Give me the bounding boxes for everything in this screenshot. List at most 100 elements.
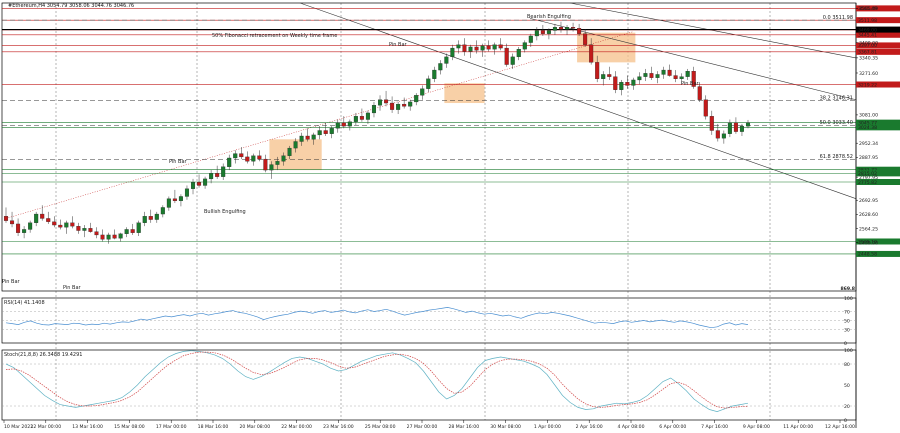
y-tick-label: 3081.00 (859, 113, 878, 119)
candle-body (474, 46, 479, 51)
candle-body (269, 164, 274, 171)
candle-body (601, 74, 606, 79)
candle-body (402, 103, 407, 107)
candle-body (637, 76, 642, 81)
rsi-line (5, 307, 749, 329)
fib-level-label: 61.8 2878.52 (820, 154, 853, 160)
channel-line-upper (529, 18, 857, 101)
candle-body (721, 133, 726, 139)
candle-body (504, 47, 509, 65)
red-level-label: 3445.41 (858, 33, 877, 39)
candle-body (739, 125, 744, 132)
candle-body (516, 49, 521, 58)
green-level-tag (856, 124, 900, 131)
candle-body (631, 79, 636, 86)
annotation-label: Bearish Engulfing (527, 14, 571, 20)
candle-body (209, 173, 214, 180)
pattern-zone (444, 83, 485, 104)
candle-body (52, 221, 57, 226)
black-level-tag (856, 26, 900, 33)
candle-body (486, 45, 491, 50)
candle-body (577, 28, 582, 34)
y-tick-label: 3409.00 (859, 41, 878, 47)
candle-body (709, 116, 714, 131)
candle-body (613, 76, 618, 90)
candle-body (287, 147, 292, 156)
x-tick-label: 12 Apr 16:00 (825, 424, 855, 430)
candle-body (414, 95, 419, 103)
candle-body (661, 69, 666, 75)
candle-body (329, 128, 334, 134)
candle-body (462, 44, 467, 52)
candle-body (154, 213, 159, 220)
candle-body (142, 216, 147, 223)
candle-body (426, 78, 431, 89)
fib-level-label: 38.2 3146.31 (820, 95, 853, 101)
candle-body (456, 44, 461, 49)
red-level-tag (856, 17, 900, 24)
red-level-label: 3511.98 (858, 18, 877, 24)
candle-body (390, 102, 395, 110)
candle-body (468, 46, 473, 52)
stoch-main-line (5, 350, 749, 412)
candle-body (82, 228, 87, 231)
candle-body (655, 74, 660, 78)
candle-body (691, 71, 696, 87)
x-tick-label: 6 Apr 00:00 (659, 424, 686, 430)
x-tick-label: 2 Apr 16:00 (576, 424, 603, 430)
candle-body (136, 222, 141, 233)
candle-body (534, 30, 539, 37)
candle-body (589, 44, 594, 63)
x-tick-label: 13 Mar 16:00 (72, 424, 103, 430)
candle-body (94, 231, 99, 236)
candle-body (432, 69, 437, 79)
green-level-label: 3024.38 (858, 125, 877, 131)
candle-body (317, 130, 322, 136)
candle-body (130, 229, 135, 233)
green-level-label: 3045.77 (858, 120, 877, 126)
candle-body (148, 216, 153, 220)
candle-body (595, 62, 600, 79)
candle-body (263, 158, 268, 171)
candle-body (22, 229, 27, 233)
rsi-tick-label: 100 (844, 296, 853, 302)
candle-body (112, 234, 117, 239)
candle-body (384, 99, 389, 104)
y-tick-label: 3565.49 (859, 6, 878, 12)
candle-body (305, 135, 310, 140)
green-level-label: 2775.82 (858, 180, 877, 186)
candle-body (679, 76, 684, 79)
x-tick-label: 23 Mar 16:00 (323, 424, 354, 430)
stoch-frame (1, 349, 857, 421)
candle-body (118, 233, 123, 239)
green-level-label: 2505.19 (858, 239, 877, 245)
candle-body (88, 228, 93, 232)
candle-body (64, 222, 69, 228)
green-level-tag (856, 250, 900, 257)
candle-body (46, 218, 51, 222)
x-tick-label: 22 Mar 00:00 (281, 424, 312, 430)
candle-body (558, 27, 564, 30)
candle-body (76, 225, 81, 231)
candle-body (715, 130, 720, 139)
x-tick-label: 15 Mar 08:00 (114, 424, 145, 430)
x-tick-label: 11 Apr 00:00 (783, 424, 813, 430)
candle-body (341, 122, 346, 127)
green-level-tag (856, 166, 900, 173)
stoch-tick-label: 20 (844, 404, 850, 410)
y-tick-label: 3271.60 (859, 71, 878, 77)
candle-body (546, 30, 551, 34)
candle-body (70, 222, 75, 227)
candle-body (257, 155, 262, 160)
candle-body (347, 121, 352, 127)
candle-body (528, 35, 533, 43)
x-tick-label: 17 Mar 00:00 (156, 424, 187, 430)
price-axis: 3565.493511.983467.623445.413397.003367.… (840, 3, 900, 428)
candle-body (733, 122, 738, 132)
candle-body (335, 122, 340, 129)
candle-body (685, 71, 690, 77)
candle-body (583, 33, 588, 45)
candle-body (438, 63, 443, 71)
candle-body (552, 27, 557, 31)
candle-body (16, 223, 21, 233)
